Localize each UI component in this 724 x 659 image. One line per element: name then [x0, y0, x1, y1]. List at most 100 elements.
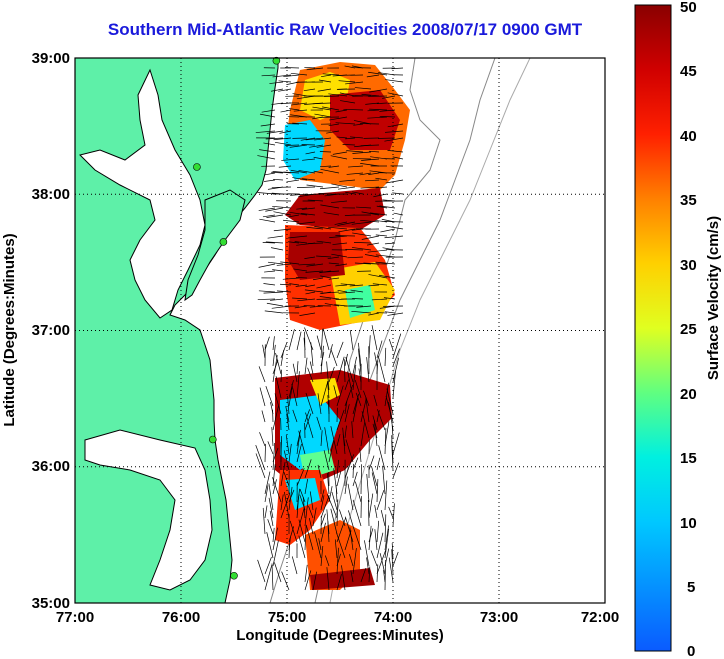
current-vector — [337, 221, 356, 226]
current-vector — [361, 158, 380, 161]
current-vector — [366, 242, 380, 246]
current-vector — [275, 352, 282, 375]
current-vector — [384, 221, 404, 223]
current-vector — [261, 109, 276, 113]
current-vector — [319, 291, 340, 294]
current-vector — [324, 95, 340, 97]
current-vector — [304, 409, 310, 423]
current-vector — [376, 564, 379, 583]
current-vector — [326, 361, 330, 391]
current-vector — [392, 462, 400, 479]
y-tick-label: 37:00 — [32, 322, 70, 339]
current-vector — [391, 440, 394, 471]
current-vector — [374, 529, 378, 551]
current-vector — [392, 348, 400, 367]
current-vector — [274, 393, 282, 415]
current-vector — [330, 348, 338, 367]
current-vector — [367, 499, 370, 527]
current-vector — [376, 520, 380, 543]
current-vector — [345, 81, 364, 85]
current-vector — [322, 73, 340, 76]
current-vector — [391, 67, 404, 70]
current-vector — [287, 395, 290, 415]
current-vector — [316, 240, 332, 244]
colorbar-tick-label: 10 — [680, 515, 697, 532]
y-tick-label: 35:00 — [32, 595, 70, 612]
current-vector — [336, 409, 345, 431]
current-vector — [323, 450, 330, 471]
current-vector — [383, 569, 386, 583]
current-vector — [320, 489, 325, 503]
current-vector — [351, 247, 372, 251]
current-vector — [289, 283, 300, 286]
current-vector — [305, 151, 316, 155]
current-vector — [368, 284, 380, 287]
current-vector — [368, 312, 380, 316]
current-vector — [364, 254, 380, 258]
current-vector — [280, 494, 284, 511]
current-vector — [305, 270, 324, 273]
current-vector — [316, 416, 322, 431]
current-vector — [304, 459, 312, 479]
current-vector — [345, 439, 354, 463]
current-vector — [353, 123, 364, 126]
current-vector — [306, 184, 324, 188]
current-vector — [289, 520, 298, 543]
current-vector — [375, 177, 388, 181]
current-vector — [273, 228, 292, 232]
current-vector — [384, 347, 387, 367]
current-vector — [280, 109, 292, 113]
current-vector — [272, 406, 279, 431]
current-vector — [345, 137, 356, 140]
current-vector — [269, 81, 284, 84]
current-vector — [387, 123, 404, 128]
current-vector — [272, 477, 282, 503]
current-vector — [276, 263, 292, 266]
current-vector — [321, 74, 332, 78]
current-vector — [289, 108, 300, 111]
current-vector — [292, 122, 308, 125]
current-vector — [334, 221, 348, 225]
current-vector — [336, 574, 342, 591]
current-vector — [348, 165, 364, 168]
current-vector — [281, 571, 290, 591]
current-vector — [295, 284, 308, 287]
current-vector — [304, 66, 316, 69]
current-vector — [272, 269, 284, 272]
pamlico-sound — [84, 429, 213, 591]
current-vector — [344, 379, 349, 391]
current-vector — [262, 344, 266, 359]
current-vector — [268, 483, 274, 511]
current-vector — [278, 165, 292, 168]
current-vector — [272, 527, 275, 543]
current-vector — [278, 80, 292, 83]
current-vector — [262, 214, 276, 218]
current-vector — [265, 386, 274, 407]
current-vector — [344, 425, 347, 439]
current-vector — [384, 560, 386, 591]
current-vector — [284, 67, 300, 69]
current-vector — [314, 137, 332, 141]
current-vector — [269, 298, 284, 301]
current-vector — [392, 333, 402, 359]
current-vector — [375, 234, 388, 237]
current-vector — [359, 172, 372, 176]
current-vector — [283, 450, 290, 471]
current-vector — [392, 432, 400, 455]
station-marker — [219, 238, 228, 246]
current-vector — [341, 565, 346, 591]
current-vector — [289, 211, 308, 216]
current-vector — [259, 218, 276, 223]
current-vector — [280, 369, 282, 383]
current-vector — [338, 291, 356, 294]
current-vector — [340, 100, 356, 104]
current-vector — [378, 445, 386, 471]
current-vector — [296, 207, 308, 210]
current-vector — [360, 422, 365, 447]
current-vector — [344, 384, 354, 407]
current-vector — [324, 555, 330, 567]
current-vector — [337, 289, 348, 293]
current-vector — [380, 228, 396, 233]
current-vector — [331, 253, 348, 258]
current-vector — [336, 547, 339, 575]
